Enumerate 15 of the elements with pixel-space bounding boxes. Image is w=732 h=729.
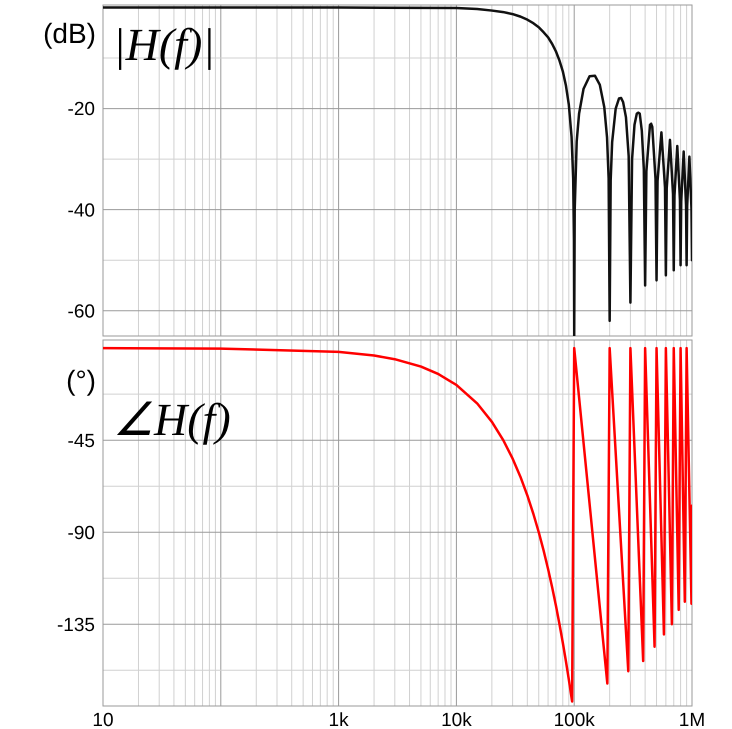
y-tick-label: -60: [68, 301, 95, 322]
annotation: |H(f)|: [113, 19, 215, 70]
x-tick-label: 1M: [678, 710, 706, 729]
y-axis-title: (°): [66, 365, 96, 396]
y-tick-label: -40: [68, 200, 95, 222]
y-tick-label: -90: [68, 522, 95, 544]
annotation: ∠H(f): [113, 394, 231, 445]
x-tick-label: 10: [92, 710, 114, 729]
y-tick-label: -45: [68, 430, 95, 452]
y-tick-label: -135: [56, 614, 95, 636]
y-tick-label: -20: [68, 99, 95, 120]
x-tick-label: 100k: [554, 710, 596, 729]
x-tick-label: 1k: [328, 710, 350, 729]
x-tick-label: 10k: [441, 710, 472, 729]
y-axis-title: (dB): [43, 18, 96, 49]
